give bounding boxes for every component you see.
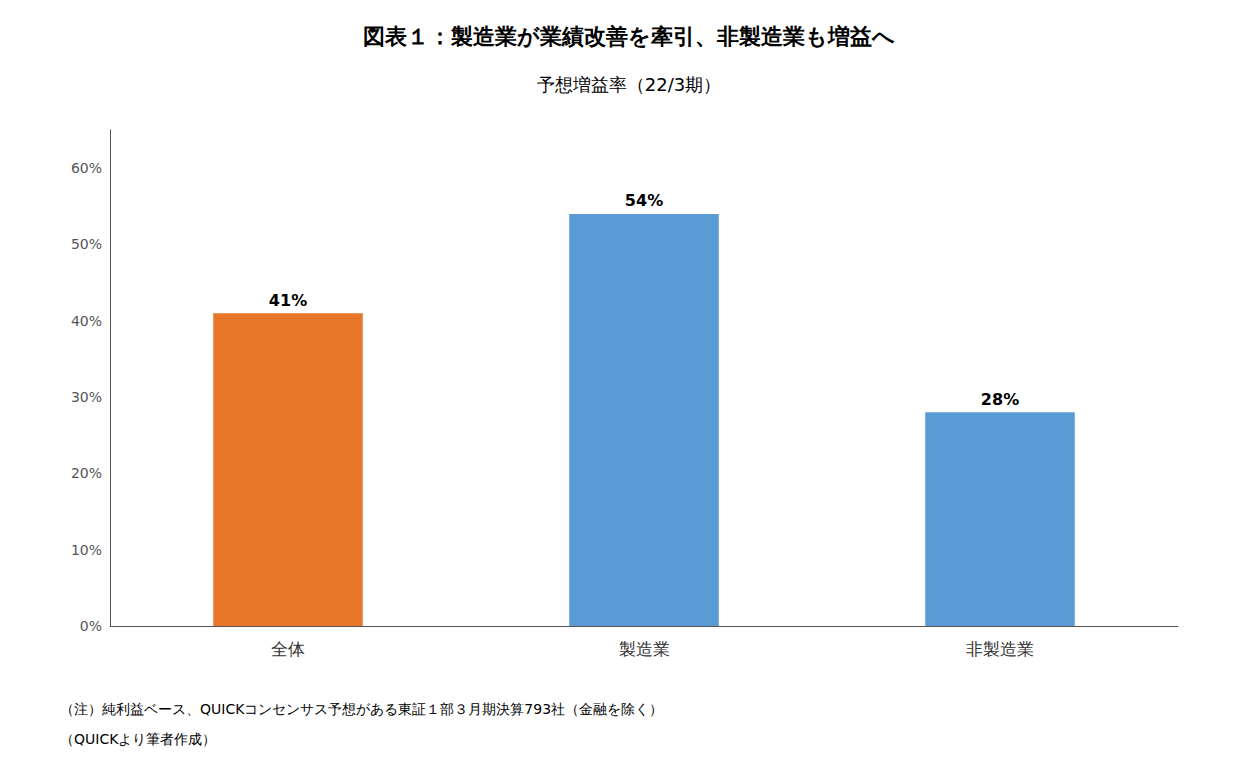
svg-text:20%: 20% [71,465,102,481]
svg-text:（QUICKより筆者作成）: （QUICKより筆者作成） [60,731,216,747]
svg-text:全体: 全体 [271,639,305,659]
svg-text:28%: 28% [981,390,1019,409]
svg-text:非製造業: 非製造業 [966,639,1034,659]
svg-text:30%: 30% [71,389,102,405]
svg-text:50%: 50% [71,236,102,252]
svg-text:予想増益率（22/3期）: 予想増益率（22/3期） [537,74,721,95]
svg-text:製造業: 製造業 [619,639,670,659]
svg-text:10%: 10% [71,542,102,558]
svg-text:図表１：製造業が業績改善を牽引、非製造業も増益へ: 図表１：製造業が業績改善を牽引、非製造業も増益へ [363,24,895,49]
svg-text:0%: 0% [80,618,102,634]
svg-text:（注）純利益ベース、QUICKコンセンサス予想がある東証１部: （注）純利益ベース、QUICKコンセンサス予想がある東証１部３月期決算793社（… [60,701,663,717]
svg-text:41%: 41% [269,291,307,310]
svg-text:54%: 54% [625,191,663,210]
svg-text:40%: 40% [71,313,102,329]
svg-text:60%: 60% [71,160,102,176]
